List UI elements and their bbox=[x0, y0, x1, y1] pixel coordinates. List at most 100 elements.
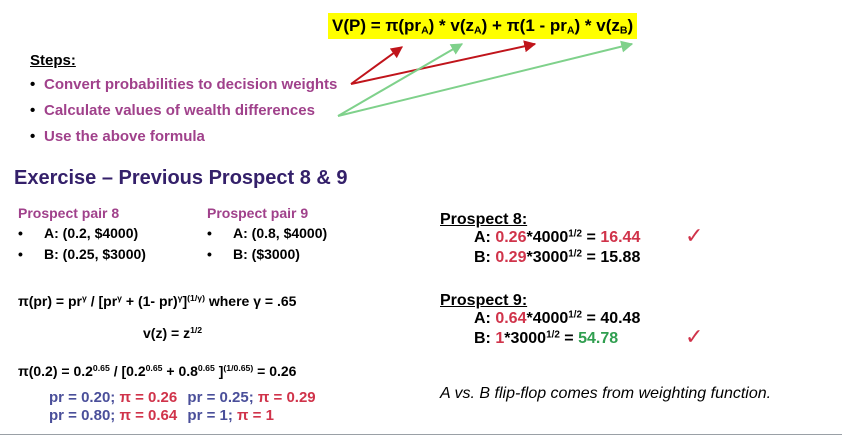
prospect8-a-line: A: 0.26*40001/2 = 16.44 bbox=[474, 229, 640, 247]
formula-text: ) * v(z bbox=[574, 16, 620, 35]
step-label: Use the above formula bbox=[44, 128, 205, 145]
arrow-red-2 bbox=[350, 40, 537, 85]
prospect9-a-line: A: 0.64*40001/2 = 40.48 bbox=[474, 310, 640, 328]
weighting-sup: γ bbox=[177, 293, 183, 304]
weighting-text: π(pr) = pr bbox=[18, 293, 82, 309]
bullet-glyph: • bbox=[207, 225, 212, 241]
calc-sup: 0.65 bbox=[197, 363, 215, 374]
arrow-green-2 bbox=[337, 40, 634, 117]
pr-value: pr = 0.20; bbox=[49, 389, 120, 406]
arrow-green-1 bbox=[337, 43, 464, 117]
bullet-glyph: • bbox=[207, 246, 212, 262]
bullet-glyph: • bbox=[18, 225, 23, 241]
pr-row: pr = 0.80; π = 0.64 pr = 1; π = 1 bbox=[49, 407, 274, 424]
pair8-a-text: A: (0.2, $4000) bbox=[44, 225, 139, 241]
pi-value: π = 0.29 bbox=[257, 389, 316, 406]
bottom-divider bbox=[0, 434, 842, 435]
calc-text: = 0.26 bbox=[253, 363, 297, 379]
check-icon: ✓ bbox=[685, 223, 704, 248]
p9-b-mid: *3000 bbox=[504, 330, 547, 347]
weighting-text: + (1- pr) bbox=[122, 293, 178, 309]
calc-text: π(0.2) = 0.2 bbox=[18, 363, 93, 379]
weighting-text: / [pr bbox=[86, 293, 118, 309]
bullet-glyph: • bbox=[30, 102, 36, 119]
p8-b-eq: = 15.88 bbox=[582, 249, 641, 266]
step-label: Calculate values of wealth differences bbox=[44, 102, 315, 119]
step-item: • Convert probabilities to decision weigh… bbox=[30, 76, 337, 93]
check-icon: ✓ bbox=[685, 324, 704, 349]
exercise-title: Exercise – Previous Prospect 8 & 9 bbox=[14, 167, 348, 189]
p9-a-eq: = 40.48 bbox=[582, 310, 641, 327]
pr-row: pr = 0.20; π = 0.26 pr = 0.25; π = 0.29 bbox=[49, 389, 316, 406]
weighting-sup: γ bbox=[117, 293, 122, 304]
pi-calculation: π(0.2) = 0.20.65 / [0.20.65 + 0.80.65 ](… bbox=[18, 363, 296, 379]
pi-value: π = 0.64 bbox=[119, 407, 178, 424]
p9-b-label: B: bbox=[474, 330, 496, 347]
pair9-item-b: • B: ($3000) bbox=[207, 246, 300, 262]
prospect8-b-line: B: 0.29*30001/2 = 15.88 bbox=[474, 249, 640, 267]
p8-a-mid: *4000 bbox=[526, 229, 569, 246]
weighting-sup: (1/γ) bbox=[187, 293, 205, 304]
calc-text: + 0.8 bbox=[162, 363, 198, 379]
weighting-text: ] bbox=[182, 293, 188, 309]
p9-a-label: A: bbox=[474, 310, 496, 327]
p9-b-weight: 1 bbox=[495, 330, 505, 347]
prospect9-b-line: B: 1*30001/2 = 54.78 bbox=[474, 330, 618, 348]
p8-a-sup: 1/2 bbox=[568, 228, 583, 240]
formula-sub: A bbox=[474, 24, 482, 37]
arrow-red-1 bbox=[350, 46, 403, 85]
pair8-item-b: • B: (0.25, $3000) bbox=[18, 246, 146, 262]
weighting-formula: π(pr) = prγ / [prγ + (1- pr)γ](1/γ) wher… bbox=[18, 293, 296, 309]
bullet-glyph: • bbox=[30, 128, 36, 145]
step-item: • Calculate values of wealth differences bbox=[30, 102, 315, 119]
pair8-item-a: • A: (0.2, $4000) bbox=[18, 225, 138, 241]
prospect8-title: Prospect 8: bbox=[440, 211, 528, 228]
bullet-glyph: • bbox=[18, 246, 23, 262]
bullet-glyph: • bbox=[30, 76, 36, 93]
pair9-a-text: A: (0.8, $4000) bbox=[233, 225, 328, 241]
formula-text: ) + π(1 - pr bbox=[481, 16, 567, 35]
formula-sub: A bbox=[421, 24, 429, 37]
p9-a-weight: 0.64 bbox=[495, 310, 527, 327]
p9-a-sup: 1/2 bbox=[568, 309, 583, 321]
calc-text: / [0.2 bbox=[109, 363, 146, 379]
calc-text: ] bbox=[214, 363, 224, 379]
p8-a-value: 16.44 bbox=[600, 229, 641, 246]
formula-sub: A bbox=[566, 24, 575, 37]
formula-text: ) * v(z bbox=[428, 16, 475, 35]
p8-b-sup: 1/2 bbox=[568, 248, 583, 260]
p8-a-eq: = bbox=[582, 229, 601, 246]
calc-sup: (1/0.65) bbox=[223, 363, 254, 374]
pi-value: π = 1 bbox=[237, 407, 274, 424]
formula-text: V(P) = π(pr bbox=[332, 16, 422, 35]
value-fn-text: v(z) = z bbox=[143, 325, 191, 341]
steps-heading: Steps: bbox=[30, 52, 76, 69]
p8-b-label: B: bbox=[474, 249, 496, 266]
pr-value: pr = 1; bbox=[187, 407, 238, 424]
p9-b-value: 54.78 bbox=[578, 330, 619, 347]
pair9-b-text: B: ($3000) bbox=[233, 246, 300, 262]
step-label: Convert probabilities to decision weight… bbox=[44, 76, 338, 93]
p8-b-weight: 0.29 bbox=[495, 249, 527, 266]
p8-b-mid: *3000 bbox=[526, 249, 569, 266]
value-fn-sup: 1/2 bbox=[190, 325, 203, 336]
prospect9-title: Prospect 9: bbox=[440, 292, 528, 309]
weighting-sup: γ bbox=[82, 293, 87, 304]
pair9-title: Prospect pair 9 bbox=[207, 205, 309, 221]
p8-a-label: A: bbox=[474, 229, 496, 246]
conclusion-text: A vs. B flip-flop comes from weighting f… bbox=[440, 385, 772, 402]
calc-sup: 0.65 bbox=[92, 363, 110, 374]
pair9-item-a: • A: (0.8, $4000) bbox=[207, 225, 327, 241]
formula-highlight: V(P) = π(prA) * v(zA) + π(1 - prA) * v(z… bbox=[328, 13, 638, 39]
pr-value: pr = 0.80; bbox=[49, 407, 120, 424]
value-function: v(z) = z1/2 bbox=[143, 325, 202, 341]
p9-b-sup: 1/2 bbox=[546, 329, 560, 341]
pr-value: pr = 0.25; bbox=[187, 389, 258, 406]
weighting-text: where γ = .65 bbox=[204, 293, 297, 309]
pair8-b-text: B: (0.25, $3000) bbox=[44, 246, 146, 262]
pair8-title: Prospect pair 8 bbox=[18, 205, 120, 221]
formula-sub: B bbox=[619, 24, 628, 37]
calc-sup: 0.65 bbox=[145, 363, 163, 374]
p9-a-mid: *4000 bbox=[526, 310, 569, 327]
